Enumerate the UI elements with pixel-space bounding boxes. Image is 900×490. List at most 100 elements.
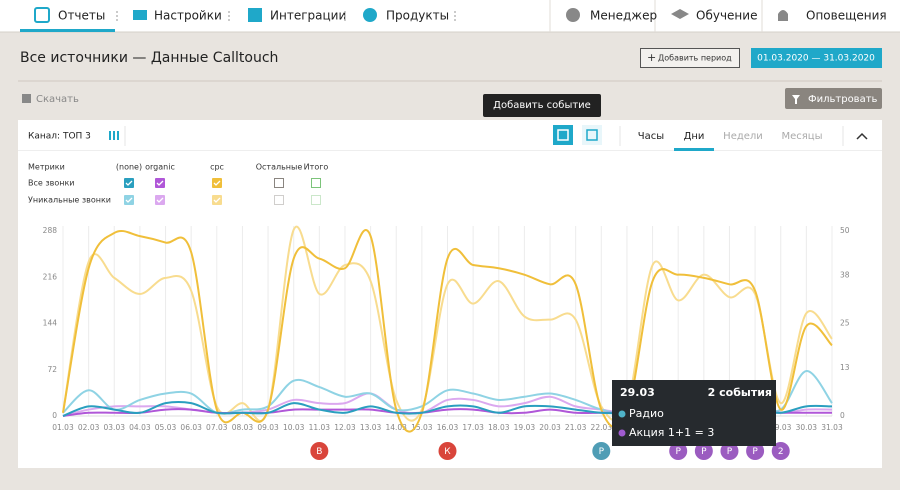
checkbox [274, 195, 284, 205]
nav-item[interactable]: Отчеты [58, 9, 105, 23]
page-title: Все источники — Данные Calltouch [20, 50, 278, 66]
series-line [62, 225, 833, 422]
tooltip-date: 29.03 [620, 386, 655, 399]
x-tick-label: 14.03 [385, 423, 407, 432]
legend-column: (none) [116, 163, 142, 172]
tab[interactable]: Часы [638, 131, 664, 142]
nav-item[interactable]: Обучение [696, 9, 757, 23]
event-label: Р [599, 447, 605, 457]
y-tick-label: 72 [47, 365, 57, 374]
series-line [62, 229, 833, 433]
download[interactable]: Скачать [36, 94, 79, 105]
nav-item[interactable]: Продукты [386, 9, 449, 23]
x-tick-label: 30.03 [796, 423, 818, 432]
event-marker[interactable] [438, 442, 457, 460]
icon [22, 94, 31, 103]
icon [557, 129, 569, 141]
icon [671, 9, 689, 19]
checkmark [213, 180, 221, 186]
event-label: В [316, 447, 322, 457]
event-marker[interactable] [746, 442, 765, 460]
icon [109, 131, 119, 140]
x-tick-label: 22.03 [591, 423, 613, 432]
nav-dividers [549, 0, 763, 32]
x-tick-label: 21.03 [565, 423, 587, 432]
add-event-button[interactable] [582, 125, 602, 145]
tab[interactable]: Месяцы [782, 131, 823, 142]
event-marker[interactable] [720, 442, 739, 460]
x-tick-label: 07.03 [206, 423, 228, 432]
tooltip-count: 2 события [708, 386, 772, 399]
event-label: Р [675, 447, 681, 457]
checkbox [124, 195, 134, 205]
y-tick-label: 288 [43, 226, 58, 235]
y-tick-label: 144 [43, 319, 58, 328]
date-range-button[interactable] [751, 48, 882, 68]
checkbox [155, 178, 165, 188]
tooltip-item: Радио [629, 407, 664, 420]
legend-column: organic [145, 163, 175, 172]
nav-item[interactable]: Интеграции [270, 9, 346, 23]
checkbox [212, 195, 222, 205]
x-tick-label: 16.03 [437, 423, 459, 432]
checkmark [125, 180, 133, 186]
y2-tick-label: 38 [840, 270, 850, 279]
y2-tick-label: 0 [840, 411, 845, 420]
checkbox [124, 178, 134, 188]
event-label: Р [752, 447, 758, 457]
legend-column: Остальные [256, 163, 303, 172]
icon [792, 95, 800, 104]
legend-column: cpc [210, 163, 224, 172]
tooltip-dot [618, 410, 626, 418]
event-label: Р [701, 447, 707, 457]
x-tick-label: 06.03 [180, 423, 202, 432]
checkmark [156, 180, 164, 186]
x-tick-label: 11.03 [309, 423, 331, 432]
event-marker[interactable] [592, 442, 611, 460]
event-marker[interactable] [310, 442, 329, 460]
x-tick-label: 18.03 [488, 423, 510, 432]
event-marker[interactable] [694, 442, 713, 460]
tab[interactable]: Недели [723, 131, 763, 142]
plus: + [647, 51, 656, 64]
x-tick-label: 17.03 [462, 423, 484, 432]
collapse-button[interactable] [856, 132, 868, 140]
checkmark [213, 197, 221, 203]
add-period-button[interactable] [640, 48, 740, 68]
y-tick-label: 216 [43, 272, 58, 281]
nav-item[interactable]: Оповещения [806, 9, 887, 23]
x-tick-label: 19.03 [514, 423, 536, 432]
event-marker[interactable] [669, 442, 688, 460]
checkbox [212, 178, 222, 188]
x-tick-label: 05.03 [155, 423, 177, 432]
calendar-button[interactable] [553, 125, 573, 145]
icon [586, 129, 598, 141]
channel[interactable]: Канал: ТОП 3 [28, 132, 91, 142]
x-tick-label: 15.03 [411, 423, 433, 432]
x-tick-label: 10.03 [283, 423, 305, 432]
legend-column: Итого [304, 163, 329, 172]
icon [34, 7, 50, 23]
event-label: К [444, 447, 451, 457]
tooltip [483, 94, 601, 117]
checkbox [311, 178, 321, 188]
nav-item[interactable]: Менеджер [590, 9, 657, 23]
checkbox [311, 195, 321, 205]
nav-item[interactable]: Настройки [154, 9, 222, 23]
legend-title: Метрики [28, 163, 65, 172]
checkbox [274, 178, 284, 188]
tooltip-text: Добавить событие [493, 100, 591, 111]
icon [248, 8, 262, 22]
event-label: 2 [778, 447, 784, 457]
x-tick-label: 04.03 [129, 423, 151, 432]
checkmark [156, 197, 164, 203]
checkbox [155, 195, 165, 205]
date-range: 01.03.2020 — 31.03.2020 [757, 54, 875, 64]
nav-active-underline [20, 29, 115, 32]
nav-bar [0, 0, 900, 32]
event-marker[interactable] [771, 442, 790, 460]
filter-button[interactable] [785, 88, 882, 109]
x-tick-label: 20.03 [539, 423, 561, 432]
tab-active[interactable]: Дни [684, 131, 705, 142]
